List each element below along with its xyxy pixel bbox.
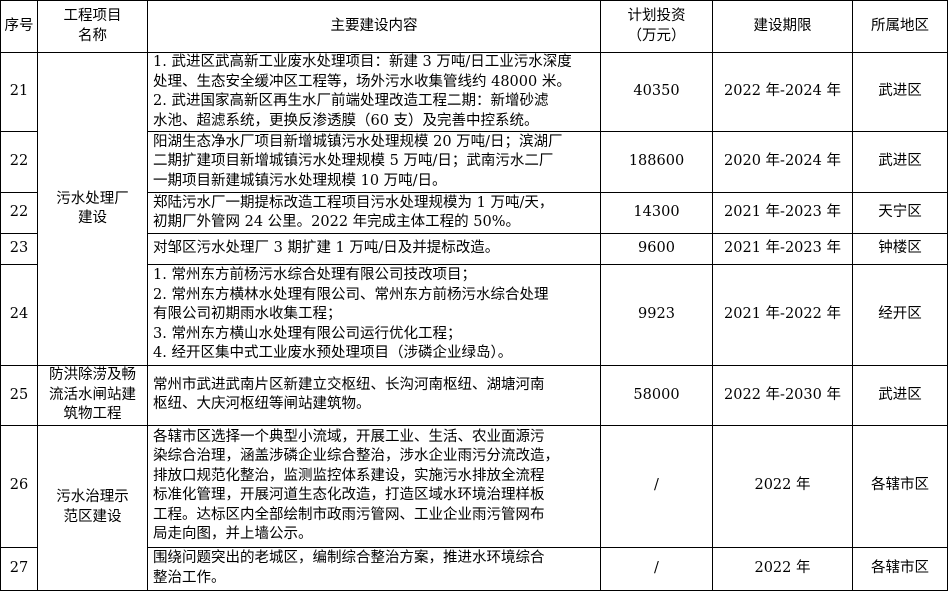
header-row: 序号 工程项目名称 主要建设内容 计划投资 （万元） 建设期限 所属地区 xyxy=(0,0,948,53)
content-line: 3. 常州东方横山水处理有限公司运行优化工程； xyxy=(153,325,462,342)
row-content: 郑陆污水厂一期提标改造工程项目污水处理规模为 1 万吨/天， 初期厂外管网 24 … xyxy=(147,192,601,234)
row-investment: 9923 xyxy=(600,264,713,366)
table-row: 23 对邹区污水处理厂 3 期扩建 1 万吨/日及并提标改造。 9600 2021 年… xyxy=(0,233,948,265)
header-investment-line: 计划投资 xyxy=(627,8,686,24)
row-region: 各辖市区 xyxy=(852,424,948,548)
row-no: 23 xyxy=(0,233,38,265)
row-no: 22 xyxy=(0,131,38,193)
table-row: 21 污水处理厂 建设 1. 武进区武高新工业废水处理项目：新建 3 万吨/日工业污水… xyxy=(0,52,948,366)
row-investment: 188600 xyxy=(600,131,713,193)
table-row: 24 1. 常州东方前杨污水综合处理有限公司技改项目； 2. 常州东方横林水处理有限… xyxy=(0,264,948,366)
row-region: 钟楼区 xyxy=(852,233,948,265)
row-region: 各辖市区 xyxy=(852,546,948,591)
category-line: 范区建设 xyxy=(63,508,122,525)
table-row: 22 郑陆污水厂一期提标改造工程项目污水处理规模为 1 万吨/天， 初期厂外管网 2… xyxy=(0,192,948,234)
project-category: 污水治理示 范区建设 xyxy=(37,424,148,591)
row-content: 1. 武进区武高新工业废水处理项目：新建 3 万吨/日工业污水深度 处理、生态安全… xyxy=(147,52,601,132)
header-name-line: 工程项目 xyxy=(63,8,122,24)
row-period: 2022 年-2030 年 xyxy=(712,365,853,426)
content-line: 标准化管理，开展河道生态化改造，打造区域水环境治理样板 xyxy=(153,487,545,503)
row-no: 21 xyxy=(0,52,38,132)
table-row: 25 防洪除涝及畅 流活水闸站建 筑物工程 常州市武进武南片区新建立交枢纽、长沟河南枢纽… xyxy=(0,365,948,426)
row-no: 26 xyxy=(0,424,38,548)
row-content: 常州市武进武南片区新建立交枢纽、长沟河南枢纽、湖塘河南 枢纽、大庆河枢纽等闸站建筑… xyxy=(147,365,601,426)
row-investment: 40350 xyxy=(600,52,713,132)
category-line: 建设 xyxy=(78,210,107,226)
row-region: 武进区 xyxy=(852,131,948,193)
row-content: 1. 常州东方前杨污水综合处理有限公司技改项目； 2. 常州东方横林水处理有限公司… xyxy=(147,264,601,366)
row-period: 2021 年-2023 年 xyxy=(712,233,853,265)
row-investment: 14300 xyxy=(600,192,713,234)
content-line: 阳湖生态净水厂项目新增城镇污水处理规模 20 万吨/日；滨湖厂 xyxy=(153,133,563,150)
row-investment: 9600 xyxy=(600,233,713,265)
content-line: 2. 常州东方横林水处理有限公司、常州东方前杨污水综合处理 xyxy=(153,286,549,303)
content-line: 对邹区污水处理厂 3 期扩建 1 万吨/日及并提标改造。 xyxy=(153,240,500,257)
category-line: 污水处理厂 xyxy=(56,190,129,207)
row-period: 2022 年 xyxy=(712,546,853,591)
content-line: 初期厂外管网 24 公里。2022 年完成主体工程的 50%。 xyxy=(153,214,521,230)
row-no: 22 xyxy=(0,192,38,234)
content-line: 处理、生态安全缓冲区工程等，场外污水收集管线约 48000 米。 xyxy=(153,73,571,90)
header-content: 主要建设内容 xyxy=(147,0,601,53)
content-line: 1. 武进区武高新工业废水处理项目：新建 3 万吨/日工业污水深度 xyxy=(153,54,572,70)
row-investment: / xyxy=(600,546,713,591)
content-line: 2. 武进国家高新区再生水厂前端处理改造工程二期：新增砂滤 xyxy=(153,93,549,109)
content-line: 枢纽、大庆河枢纽等闸站建筑物。 xyxy=(153,396,371,413)
row-no: 25 xyxy=(0,365,38,426)
project-category: 污水处理厂 建设 xyxy=(37,52,148,366)
content-line: 郑陆污水厂一期提标改造工程项目污水处理规模为 1 万吨/天， xyxy=(153,194,554,211)
content-line: 4. 经开区集中式工业废水预处理项目（涉磷企业绿岛）。 xyxy=(153,345,513,362)
header-name: 工程项目 名称 xyxy=(37,0,148,53)
table-row: 22 阳湖生态净水厂项目新增城镇污水处理规模 20 万吨/日；滨湖厂 二期扩建项目新… xyxy=(0,131,948,193)
content-line: 水池、超滤系统，更换反渗透膜（60 支）及完善中控系统。 xyxy=(153,112,539,129)
content-line: 染综合治理，涵盖涉磷企业综合整治，涉水企业雨污分流改造， xyxy=(153,448,559,464)
content-line: 整治工作。 xyxy=(153,569,226,586)
category-line: 流活水闸站建 xyxy=(49,386,136,403)
row-period: 2022 年 xyxy=(712,424,853,548)
row-content: 各辖市区选择一个典型小流域，开展工业、生活、农业面源污 染综合治理，涵盖涉磷企业综… xyxy=(147,424,601,548)
row-content: 阳湖生态净水厂项目新增城镇污水处理规模 20 万吨/日；滨湖厂 二期扩建项目新增城… xyxy=(147,131,601,193)
content-line: 常州市武进武南片区新建立交枢纽、长沟河南枢纽、湖塘河南 xyxy=(153,376,545,393)
row-period: 2020 年-2024 年 xyxy=(712,131,853,193)
row-region: 武进区 xyxy=(852,52,948,132)
row-content: 围绕问题突出的老城区，编制综合整治方案，推进水环境综合 整治工作。 xyxy=(147,546,601,591)
category-line: 防洪除涝及畅 xyxy=(49,367,136,383)
row-no: 27 xyxy=(0,546,38,591)
row-region: 经开区 xyxy=(852,264,948,366)
header-no: 序号 xyxy=(0,0,38,53)
row-investment: 58000 xyxy=(600,365,713,426)
content-line: 1. 常州东方前杨污水综合处理有限公司技改项目； xyxy=(153,267,476,284)
content-line: 排放口规范化整治，监测监控体系建设，实施污水排放全流程 xyxy=(153,467,545,484)
row-content: 对邹区污水处理厂 3 期扩建 1 万吨/日及并提标改造。 xyxy=(147,233,601,265)
header-period: 建设期限 xyxy=(712,0,853,53)
row-no: 24 xyxy=(0,264,38,366)
content-line: 有限公司初期雨水收集工程； xyxy=(153,306,342,323)
category-line: 筑物工程 xyxy=(63,406,122,422)
content-line: 局走向图，并上墙公示。 xyxy=(153,526,313,542)
row-period: 2021 年-2022 年 xyxy=(712,264,853,366)
header-investment: 计划投资 （万元） xyxy=(600,0,713,53)
content-line: 各辖市区选择一个典型小流域，开展工业、生活、农业面源污 xyxy=(153,428,545,445)
row-period: 2021 年-2023 年 xyxy=(712,192,853,234)
content-line: 一期项目新建城镇污水处理规模 10 万吨/日。 xyxy=(153,172,447,189)
category-line: 污水治理示 xyxy=(56,489,129,505)
row-investment: / xyxy=(600,424,713,548)
header-name-line: 名称 xyxy=(78,27,107,44)
header-region: 所属地区 xyxy=(852,0,948,53)
row-region: 武进区 xyxy=(852,365,948,426)
header-investment-line: （万元） xyxy=(627,27,686,44)
content-line: 工程。达标区内全部绘制市政雨污管网、工业企业雨污管网布 xyxy=(153,506,545,523)
content-line: 二期扩建项目新增城镇污水处理规模 5 万吨/日；武南污水二厂 xyxy=(153,153,554,170)
row-period: 2022 年-2024 年 xyxy=(712,52,853,132)
row-region: 天宁区 xyxy=(852,192,948,234)
content-line: 围绕问题突出的老城区，编制综合整治方案，推进水环境综合 xyxy=(153,550,545,566)
table-row: 26 污水治理示 范区建设 各辖市区选择一个典型小流域，开展工业、生活、农业面源污 染综… xyxy=(0,424,948,591)
project-category: 防洪除涝及畅 流活水闸站建 筑物工程 xyxy=(37,365,148,426)
